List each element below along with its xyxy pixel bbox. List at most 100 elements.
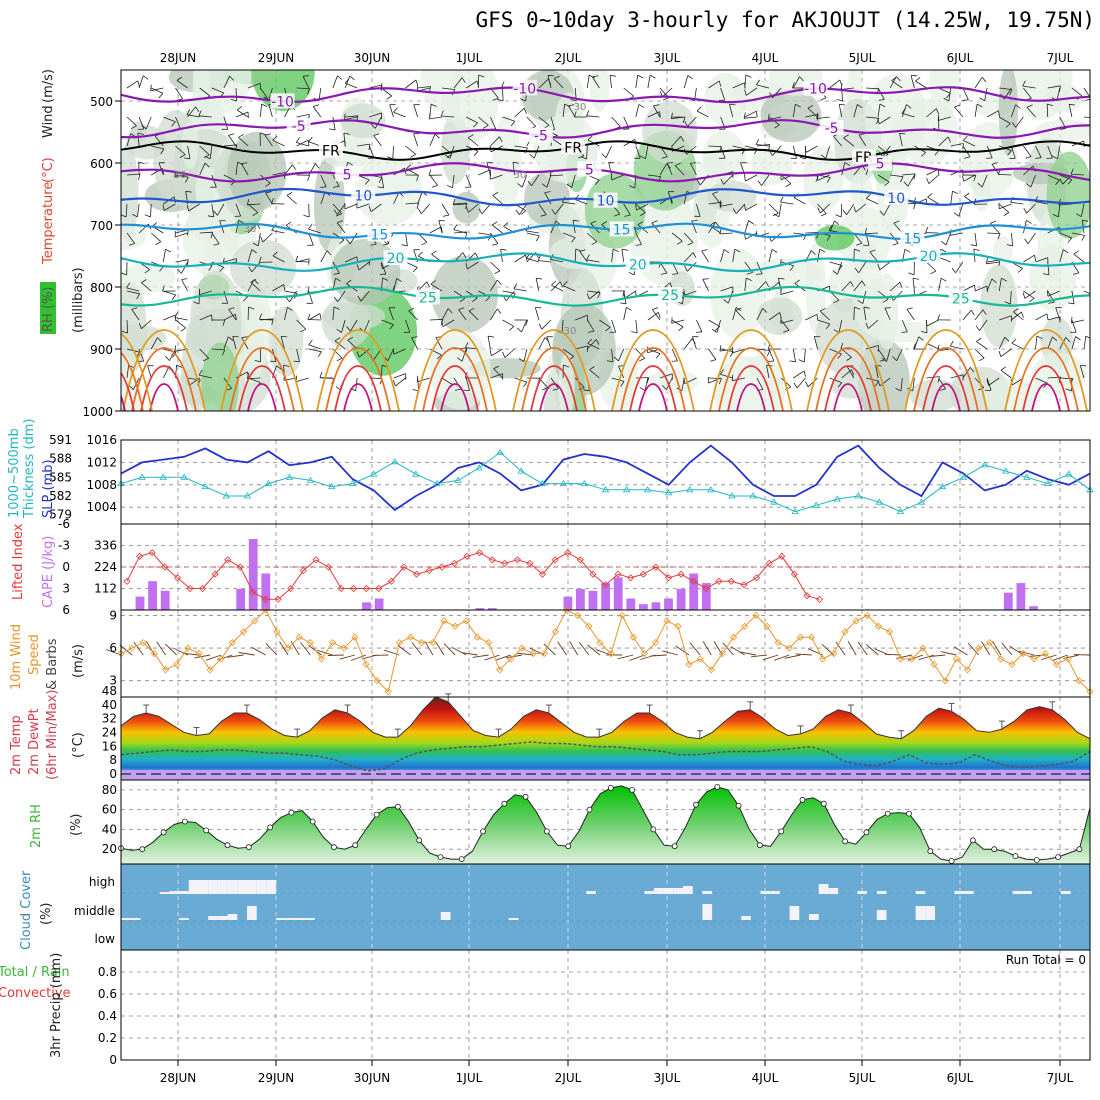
wind-barb [550, 174, 564, 177]
wind-barb-flag [638, 104, 645, 108]
wind-barb-flag [176, 98, 183, 101]
thickness-point [601, 486, 610, 493]
li-point [753, 574, 761, 582]
rh-point [671, 843, 678, 850]
surface-wind-barb [762, 654, 779, 661]
cape-bar [588, 590, 598, 610]
wind-barb-flag [671, 360, 678, 362]
wind-barb-flag [465, 202, 468, 209]
wind-speed-point [1075, 677, 1083, 685]
surface-temperature-contour [815, 347, 881, 411]
wind-barb [370, 203, 382, 213]
wind-barb [832, 135, 843, 147]
wind-barb-flag [774, 124, 780, 129]
wind-barb-flag [259, 132, 266, 136]
wind-barb [938, 278, 942, 292]
wind-barb-flag [718, 378, 722, 385]
wind-speed-point [473, 633, 481, 641]
wind-barb [1035, 257, 1048, 263]
rh-point [565, 843, 572, 850]
wind-barb [954, 106, 964, 118]
wind-barb [938, 377, 947, 390]
wind-barb [1026, 106, 1036, 118]
thickness-point [138, 473, 146, 480]
wind-barb [858, 134, 867, 147]
wind-barb [869, 251, 879, 263]
wind-barb-flag [336, 220, 343, 224]
wind-barb-flag [416, 202, 419, 209]
rh-point [863, 829, 870, 836]
wind-barb-flag [228, 307, 235, 310]
wind-barb [780, 319, 794, 324]
wind-barb [478, 232, 492, 236]
cape-tick-label: 336 [94, 539, 117, 553]
wind-barb [341, 319, 346, 333]
li-point [538, 570, 547, 578]
wind-barb-flag [431, 185, 438, 188]
wind-barb-flag [228, 336, 234, 341]
slp-axis-title: SLP (mb) [41, 459, 56, 518]
wind-barb-flag [559, 281, 564, 288]
wind-barb-flag [485, 296, 491, 302]
rh-shade [983, 377, 1041, 411]
wind-barb [756, 84, 770, 89]
wind-barb [696, 203, 701, 217]
wind-barb-flag [925, 319, 928, 326]
wind-barb-flag [186, 204, 189, 211]
wind-barb [623, 307, 627, 321]
wind-barb [592, 76, 600, 89]
wind-barb-flag [660, 272, 667, 275]
wind-barb [465, 80, 478, 89]
li-tick-label: 6 [62, 603, 70, 617]
wind-barb-flag [1052, 336, 1058, 342]
wind-speed-point [618, 611, 626, 619]
wind-barb [435, 337, 443, 350]
wind-barb-flag [160, 148, 165, 155]
wind-barb-flag [805, 381, 809, 388]
wind-barb [1047, 174, 1060, 181]
wind-barb [858, 261, 867, 274]
wind-barb-flag [261, 103, 268, 107]
wind-barb [235, 87, 237, 102]
contour-label: 25 [419, 290, 437, 306]
wind-barb [744, 220, 749, 234]
wind-barb [817, 174, 830, 181]
wind-barb-flag [1046, 313, 1049, 320]
rh-shade [998, 70, 1018, 156]
wind-barb-flag [649, 74, 656, 79]
wind-barb-flag [878, 99, 885, 101]
wind-barb [820, 203, 830, 214]
wind-barb [761, 174, 770, 186]
cape-bar [563, 596, 573, 610]
wind-barb-flag [228, 133, 235, 136]
wind-barb-flag [591, 241, 598, 246]
rh-shade [852, 240, 882, 333]
wind-speed-point [585, 622, 593, 630]
wind-barb-flag [295, 137, 300, 143]
wind-barb-flag [940, 248, 947, 253]
wind-barb-flag [336, 213, 342, 217]
surface-wind-barb [689, 642, 701, 656]
cloud-row-label: low [95, 932, 116, 946]
wind-barb [840, 203, 843, 218]
wind-barb-flag [1004, 336, 1010, 342]
wind-barb-flag [723, 299, 729, 304]
wind-barb-flag [235, 314, 237, 321]
wind-barb [792, 76, 800, 89]
wind-barb [683, 232, 694, 243]
contour-label: 20 [629, 257, 647, 273]
wind-barb-flag [295, 255, 299, 262]
wind-barb-flag [609, 74, 616, 77]
temp-tick-label: 32 [102, 712, 117, 726]
rh-contour-label: 30 [574, 102, 587, 113]
thickness-point [580, 479, 589, 486]
surface-temperature-contour [709, 329, 793, 411]
wind-barb [1035, 336, 1038, 350]
wind-barb-flag [520, 98, 526, 102]
cloud-axis-title: Cloud Cover [19, 870, 34, 950]
wind-barb [223, 144, 237, 147]
wind-barb [745, 203, 758, 211]
wind-barb-flag [640, 212, 646, 216]
wind-barb-flag [962, 135, 968, 141]
li-point [400, 563, 408, 571]
